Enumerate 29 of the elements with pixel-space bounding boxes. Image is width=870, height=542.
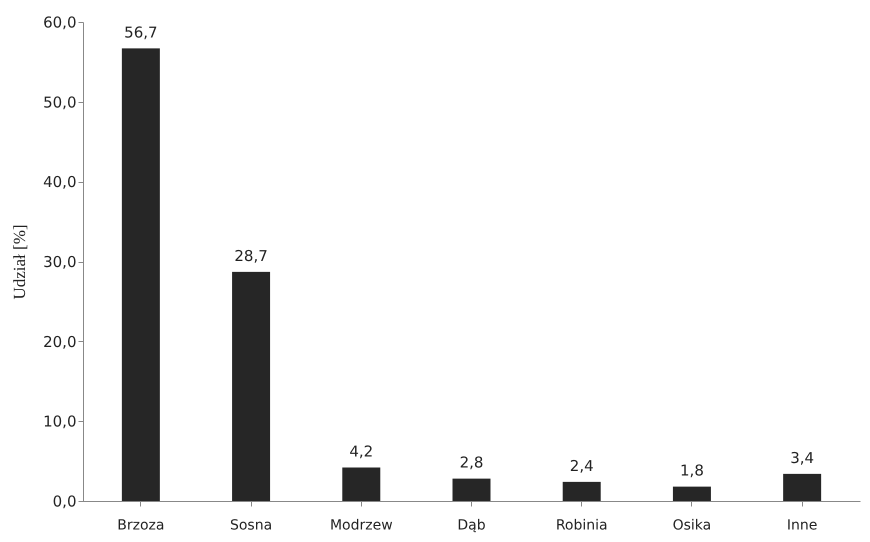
x-tick-label: Robinia bbox=[556, 518, 608, 534]
x-tick-label: Brzoza bbox=[117, 518, 164, 534]
y-tick-label: 20,0 bbox=[43, 332, 76, 351]
data-label: 3,4 bbox=[790, 448, 814, 467]
x-tick-label: Inne bbox=[786, 518, 818, 534]
data-label: 4,2 bbox=[349, 442, 374, 460]
bar bbox=[452, 478, 490, 501]
y-tick-label: 0,0 bbox=[52, 492, 76, 510]
x-tick-label: Osika bbox=[672, 518, 712, 534]
y-tick-label: 10,0 bbox=[43, 412, 76, 431]
y-tick-label: 50,0 bbox=[43, 93, 76, 112]
bar bbox=[232, 272, 270, 501]
bar bbox=[562, 482, 601, 501]
y-tick-label: 40,0 bbox=[43, 173, 76, 192]
x-tick-label: Sosna bbox=[230, 518, 272, 534]
bar bbox=[672, 486, 711, 501]
y-tick-label: 30,0 bbox=[43, 253, 76, 271]
bar bbox=[783, 474, 822, 501]
data-label: 1,8 bbox=[680, 462, 704, 480]
data-label: 2,8 bbox=[460, 454, 484, 472]
data-label: 28,7 bbox=[234, 246, 268, 265]
x-tick-label: Dąb bbox=[457, 518, 486, 534]
x-tick-label: Modrzew bbox=[330, 518, 393, 534]
data-label: 56,7 bbox=[124, 23, 158, 42]
data-label: 2,4 bbox=[570, 456, 594, 475]
bar bbox=[122, 48, 160, 501]
bar bbox=[342, 467, 380, 501]
y-axis-title: Udział [%] bbox=[10, 224, 30, 300]
y-tick-label: 60,0 bbox=[43, 14, 76, 32]
